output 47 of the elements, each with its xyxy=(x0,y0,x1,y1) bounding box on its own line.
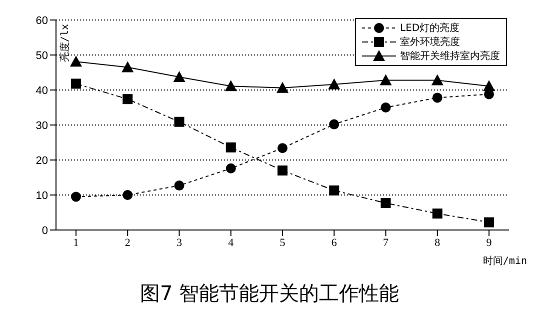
x-tick-label: 7 xyxy=(383,236,389,249)
point xyxy=(122,94,133,104)
x-tick-label: 3 xyxy=(176,236,182,249)
legend-label: 智能开关维持室内亮度 xyxy=(400,50,500,63)
point xyxy=(380,74,392,86)
x-tick-label: 5 xyxy=(280,236,286,249)
point xyxy=(484,217,494,228)
point xyxy=(226,142,236,152)
legend-label: LED灯的亮度 xyxy=(400,22,460,35)
point xyxy=(122,190,133,200)
y-tick-label: 60 xyxy=(36,14,48,27)
legend-label: 室外环境亮度 xyxy=(400,36,460,49)
x-tick-label: 9 xyxy=(486,236,492,249)
x-axis-title: 时间/min xyxy=(482,255,527,267)
y-tick-label: 0 xyxy=(42,224,48,237)
point xyxy=(329,185,340,196)
point xyxy=(278,143,288,154)
point xyxy=(483,80,495,92)
point xyxy=(174,180,184,191)
point xyxy=(380,198,391,208)
x-tick-label: 2 xyxy=(124,236,130,249)
point xyxy=(174,116,184,127)
point xyxy=(122,61,134,72)
point xyxy=(278,166,288,176)
point xyxy=(329,119,340,130)
point xyxy=(224,80,237,92)
point xyxy=(71,192,81,202)
point xyxy=(71,78,81,89)
point xyxy=(276,82,288,93)
point xyxy=(432,92,442,103)
y-tick-label: 40 xyxy=(36,84,48,97)
x-tick-label: 6 xyxy=(331,236,338,249)
point xyxy=(328,78,340,90)
x-tick-label: 4 xyxy=(228,236,234,249)
text: 图7 智能节能开关的工作性能 xyxy=(138,280,400,307)
x-tick-label: 1 xyxy=(73,236,79,249)
point xyxy=(173,71,186,82)
point xyxy=(380,102,391,112)
point xyxy=(431,74,444,86)
point xyxy=(70,56,82,67)
y-tick-label: 30 xyxy=(36,120,48,132)
y-tick-label: 20 xyxy=(36,154,48,167)
y-tick-label: 50 xyxy=(36,50,48,62)
y-tick-label: 10 xyxy=(36,190,48,202)
point xyxy=(432,208,442,219)
x-tick-label: 8 xyxy=(434,236,441,249)
point xyxy=(226,163,236,174)
